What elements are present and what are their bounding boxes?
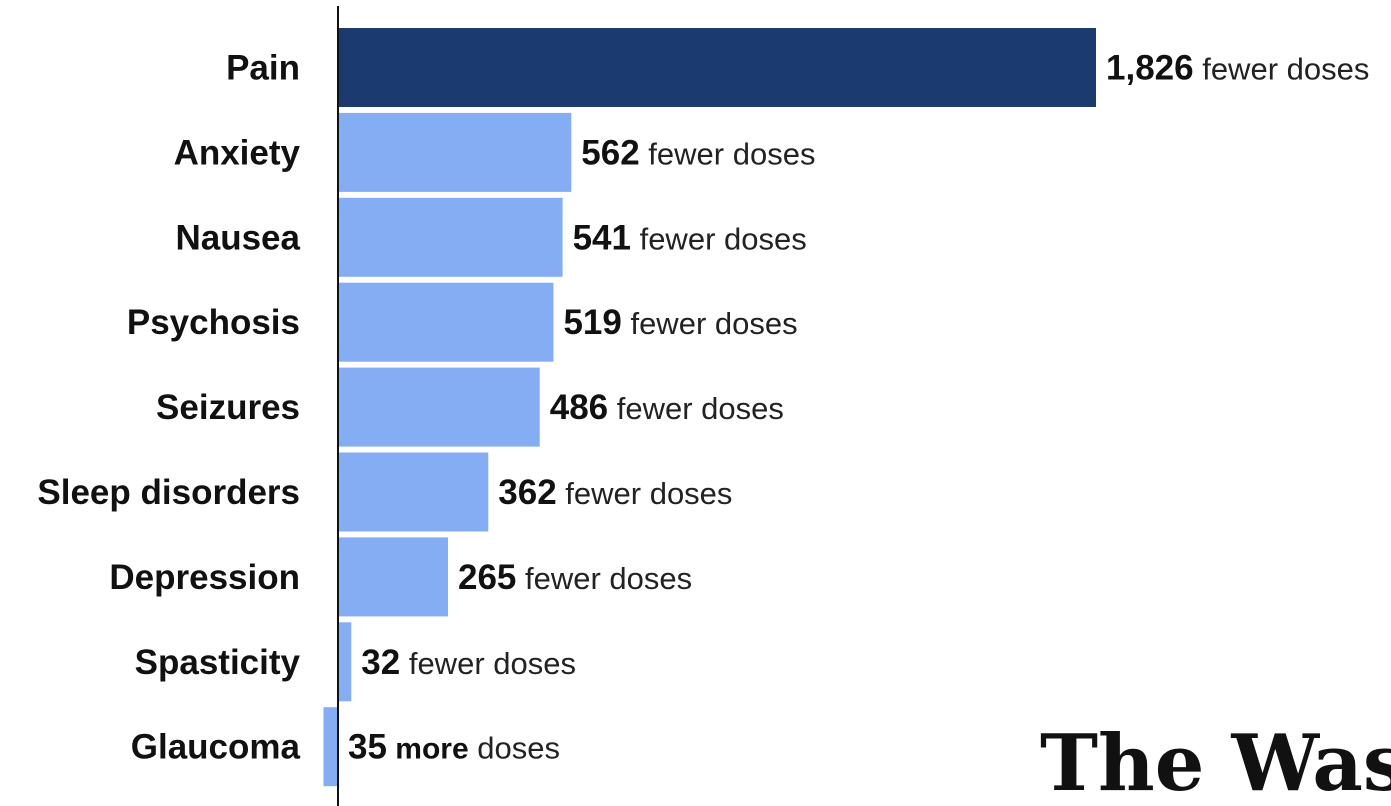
category-label-seizures: Seizures: [156, 388, 300, 427]
category-label-sleep-disorders: Sleep disorders: [37, 473, 300, 512]
value-unit: fewer doses: [608, 391, 784, 426]
value-label-psychosis: 519 fewer doses: [563, 303, 797, 342]
value-unit: fewer doses: [1194, 52, 1370, 87]
bar-pain: [338, 28, 1096, 107]
value-label-seizures: 486 fewer doses: [550, 388, 784, 427]
value-number: 35: [348, 728, 387, 767]
value-number: 486: [550, 388, 608, 427]
category-label-anxiety: Anxiety: [174, 133, 301, 172]
value-unit: fewer doses: [557, 476, 733, 511]
category-label-glaucoma: Glaucoma: [131, 728, 301, 767]
value-number: 562: [581, 133, 639, 172]
value-unit: fewer doses: [631, 221, 807, 256]
value-label-anxiety: 562 fewer doses: [581, 133, 815, 172]
category-labels-group: Pain Anxiety Nausea Psychosis Seizures Sleep …: [37, 49, 300, 767]
value-unit: fewer doses: [516, 561, 692, 596]
bar-anxiety: [338, 112, 572, 192]
bar-spasticity: [338, 622, 352, 702]
value-label-sleep-disorders: 362 fewer doses: [498, 473, 732, 512]
value-unit: doses: [469, 731, 560, 766]
bar-glaucoma: [323, 707, 338, 787]
category-label-nausea: Nausea: [175, 218, 300, 257]
value-number: 541: [573, 218, 631, 257]
value-number: 362: [498, 473, 556, 512]
value-direction: more: [387, 733, 469, 766]
value-label-pain: 1,826 fewer doses: [1106, 49, 1369, 88]
value-label-spasticity: 32 fewer doses: [361, 643, 576, 682]
bar-depression: [338, 537, 449, 617]
value-label-depression: 265 fewer doses: [458, 558, 692, 597]
value-label-nausea: 541 fewer doses: [573, 218, 807, 257]
value-number: 1,826: [1106, 49, 1194, 88]
value-label-glaucoma: 35 more doses: [348, 728, 560, 767]
bars-group: [323, 28, 1096, 787]
value-unit: fewer doses: [622, 306, 798, 341]
category-label-psychosis: Psychosis: [127, 303, 300, 342]
value-number: 265: [458, 558, 516, 597]
value-unit: fewer doses: [400, 646, 576, 681]
category-label-spasticity: Spasticity: [135, 643, 301, 682]
bar-seizures: [338, 367, 540, 447]
washington-post-logo: The Washing: [1040, 718, 1391, 806]
value-unit: fewer doses: [640, 136, 816, 171]
value-number: 32: [361, 643, 400, 682]
category-label-pain: Pain: [226, 49, 300, 88]
bar-sleep-disorders: [338, 452, 489, 532]
category-label-depression: Depression: [109, 558, 300, 597]
bar-nausea: [338, 197, 563, 277]
bar-psychosis: [338, 282, 554, 362]
value-number: 519: [563, 303, 621, 342]
